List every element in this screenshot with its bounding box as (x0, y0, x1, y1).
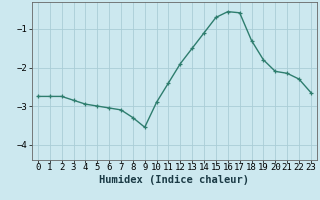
X-axis label: Humidex (Indice chaleur): Humidex (Indice chaleur) (100, 175, 249, 185)
